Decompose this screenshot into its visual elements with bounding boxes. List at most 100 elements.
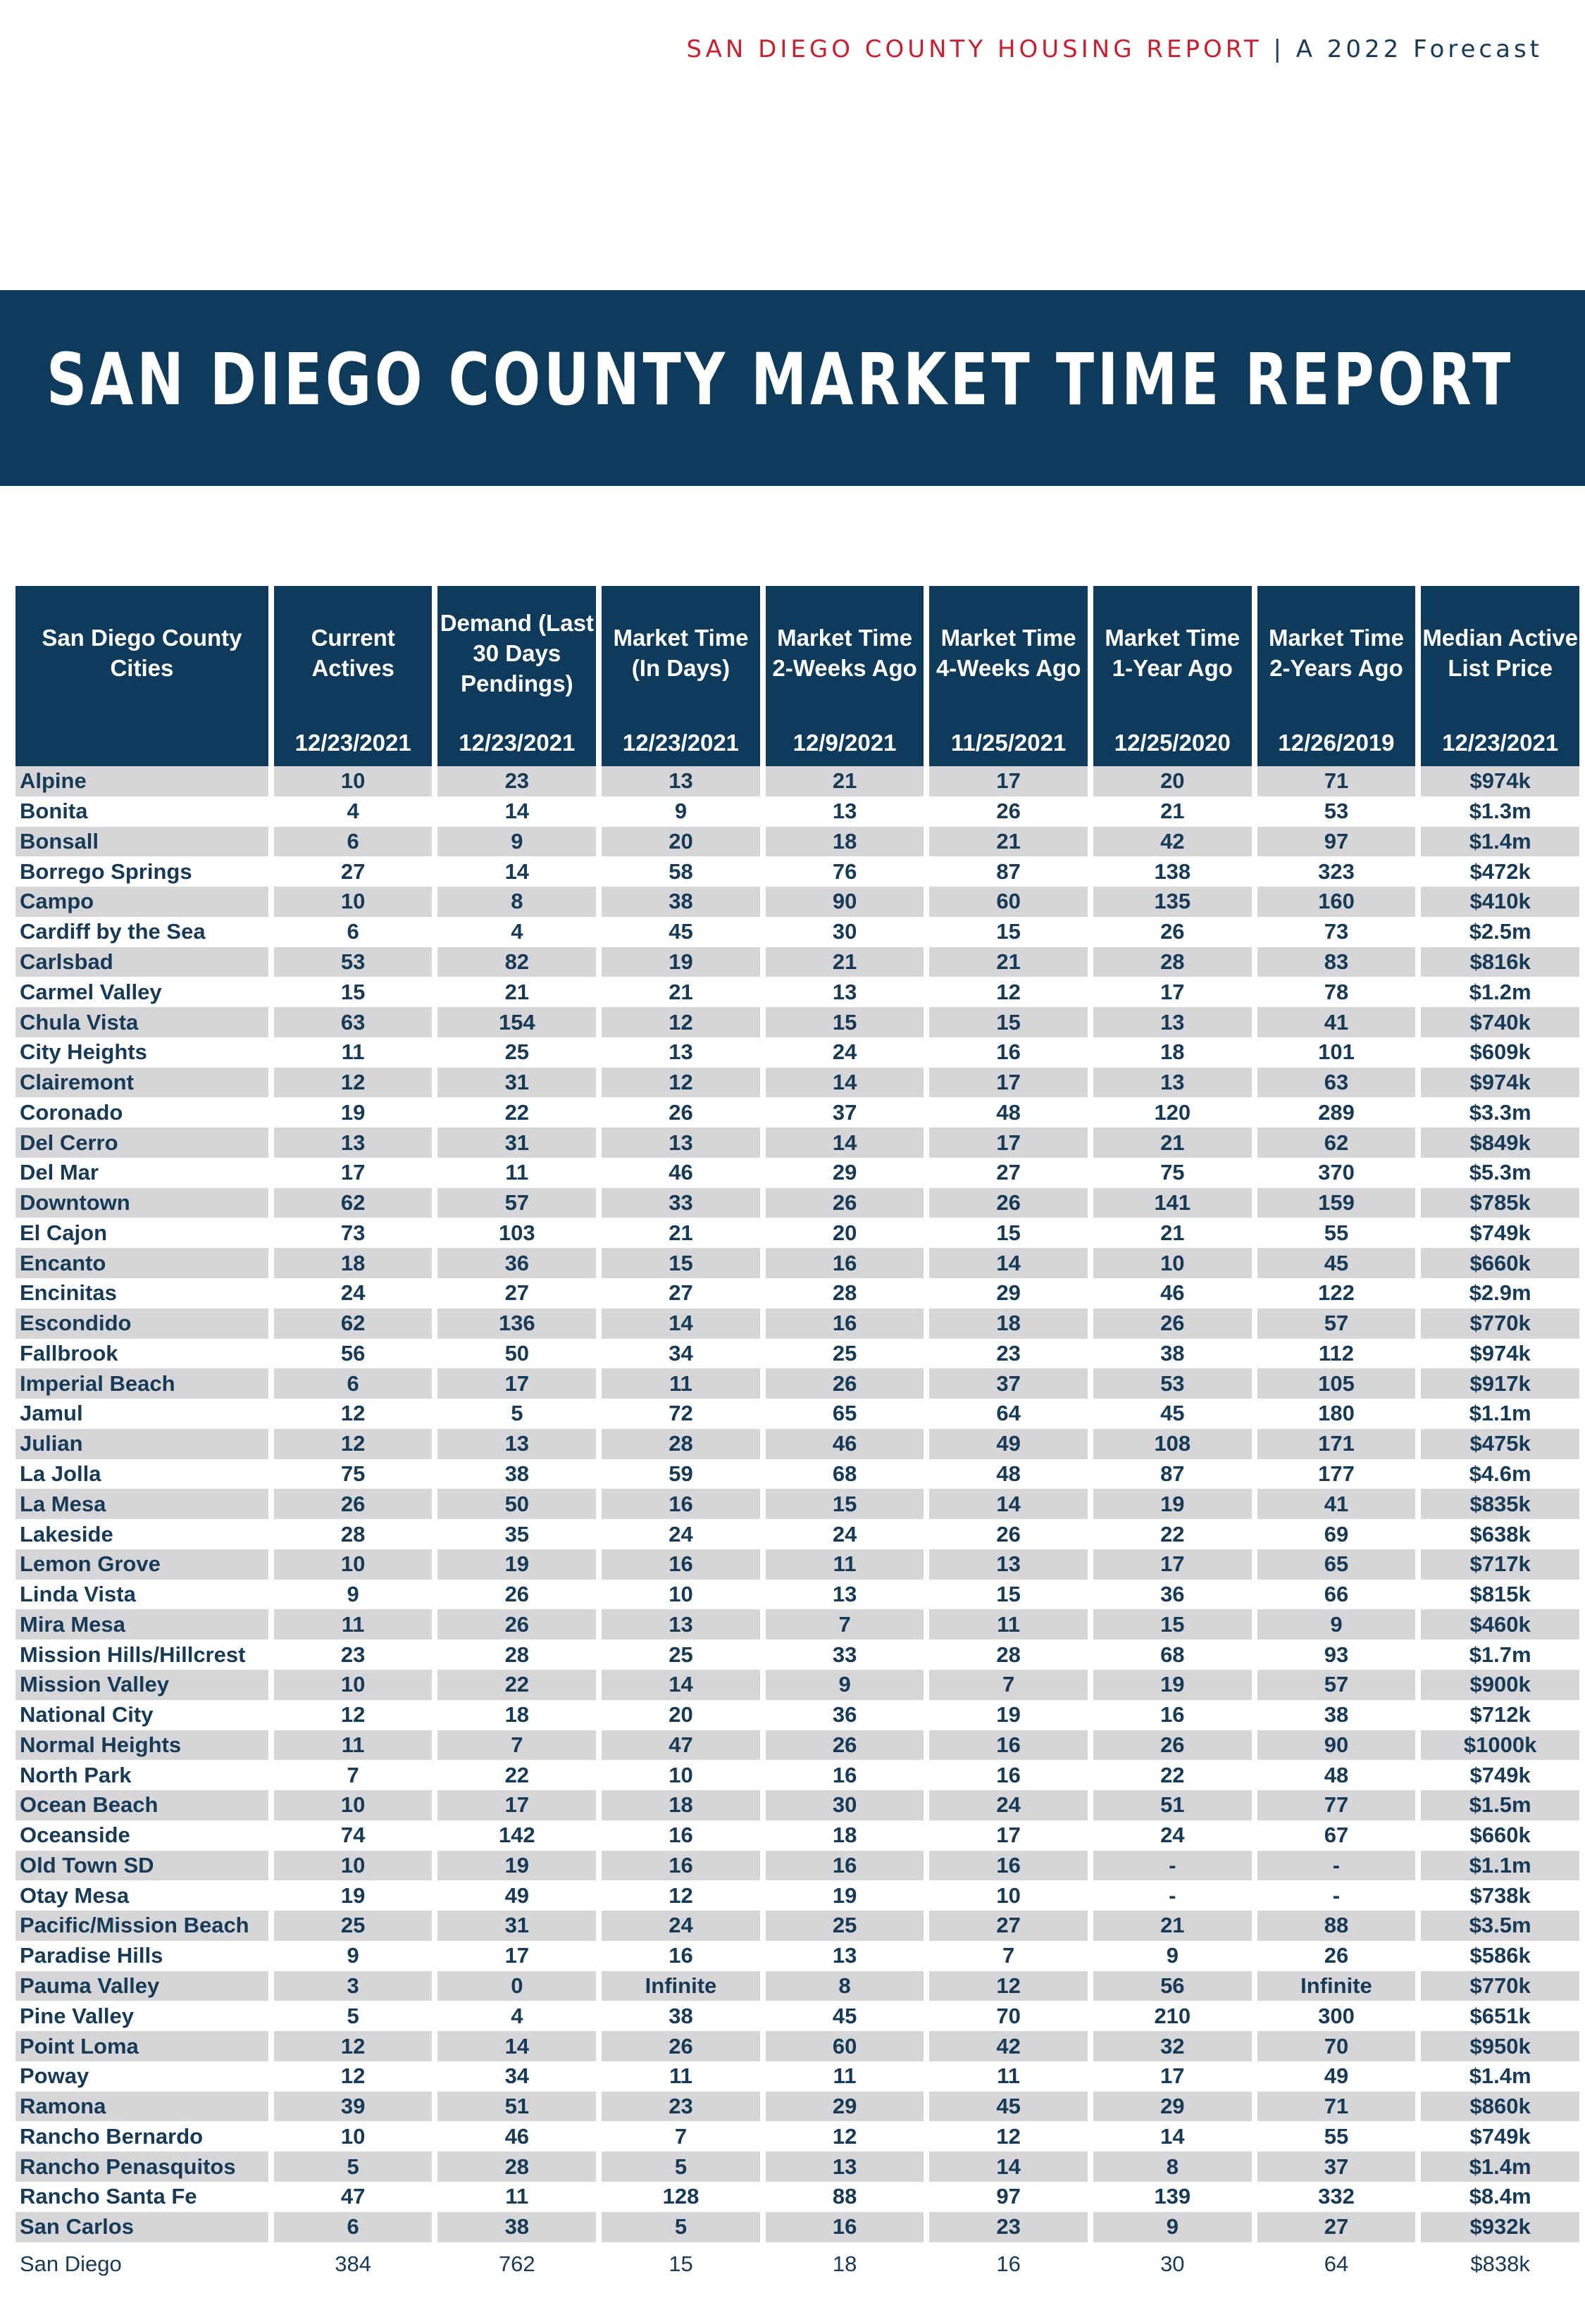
column-label: Market Time 2-Years Ago — [1268, 625, 1404, 681]
table-cell: 6 — [273, 826, 433, 857]
table-cell: 22 — [437, 1669, 597, 1700]
table-cell: $586k — [1469, 1943, 1531, 1968]
city-name-cell: Mission Valley — [15, 1669, 268, 1700]
table-cell: 45 — [929, 2091, 1088, 2122]
table-cell: 15 — [996, 919, 1021, 944]
city-name-cell: Bonita — [20, 799, 88, 824]
city-name-cell: El Cajon — [20, 1220, 108, 1245]
table-cell: - — [1332, 1882, 1341, 1908]
table-cell: $660k — [1469, 1823, 1531, 1848]
table-cell: 53 — [273, 947, 433, 977]
table-cell: 45 — [832, 2003, 857, 2028]
table-row: Ocean Beach 10 17 18 30 24 51 77 $1.5m — [15, 1790, 1579, 1820]
table-cell: 32 — [1093, 2031, 1252, 2061]
table-cell: 19 — [996, 1702, 1021, 1728]
table-cell: $2.5m — [1469, 919, 1531, 944]
table-cell: 27 — [996, 1160, 1021, 1185]
table-cell: 26 — [1160, 919, 1185, 944]
table-cell: 46 — [1160, 1280, 1185, 1306]
table-row: Pacific/Mission Beach 25 31 24 25 27 21 88 $3.5m — [15, 1911, 1579, 1941]
table-cell: 26 — [669, 1099, 693, 1125]
table-cell: 27 — [669, 1280, 693, 1306]
table-cell: 17 — [1160, 979, 1185, 1004]
city-name-cell: National City — [20, 1702, 154, 1728]
table-cell: 8 — [1093, 2151, 1252, 2182]
table-cell: 16 — [602, 1850, 760, 1881]
table-cell: $651k — [1469, 2003, 1531, 2028]
table-cell: 15 — [765, 1489, 924, 1520]
table-cell: $749k — [1469, 1762, 1531, 1787]
table-cell: 332 — [1318, 2184, 1355, 2209]
column-label: Market Time 1-Year Ago — [1105, 625, 1241, 681]
table-cell: 26 — [504, 1582, 530, 1607]
table-cell: $1.5m — [1421, 1790, 1579, 1820]
column-header: Current Actives 12/23/2021 — [273, 586, 433, 766]
table-cell: 14 — [765, 1127, 924, 1158]
table-cell: 21 — [1160, 1220, 1185, 1245]
table-cell: 160 — [1257, 887, 1416, 917]
table-cell: $1.7m — [1469, 1642, 1531, 1667]
city-name-cell: Alpine — [15, 766, 268, 796]
table-cell: 15 — [669, 2251, 693, 2276]
table-cell: 56 — [1093, 1970, 1252, 2001]
city-name-cell: Julian — [15, 1428, 268, 1459]
column-date: 12/23/2021 — [1442, 730, 1559, 756]
table-row: North Park 7 22 10 16 16 22 48 $749k — [15, 1760, 1579, 1790]
report-header: SAN DIEGO COUNTY HOUSING REPORT | A 2022… — [686, 35, 1543, 63]
table-cell: 27 — [504, 1280, 530, 1306]
table-cell: 9 — [347, 1582, 359, 1607]
table-cell: 15 — [996, 1220, 1021, 1245]
table-cell: 7 — [1002, 1943, 1015, 1968]
table-cell: 16 — [669, 1943, 693, 1968]
table-cell: 5 — [602, 2151, 760, 2182]
table-cell: 18 — [765, 826, 924, 857]
city-name-cell: Mira Mesa — [15, 1609, 268, 1640]
table-cell: 12 — [273, 2031, 433, 2061]
table-cell: 26 — [996, 1521, 1021, 1547]
column-date: 12/26/2019 — [1278, 730, 1395, 756]
table-row: Cardiff by the Sea 6 4 45 30 15 26 73 $2.5m — [15, 917, 1579, 947]
table-cell: 16 — [832, 1762, 857, 1787]
column-header: Market Time 4-Weeks Ago 11/25/2021 — [929, 586, 1088, 766]
table-cell: 19 — [340, 1099, 366, 1125]
table-cell: 180 — [1318, 1401, 1355, 1426]
table-cell: 10 — [273, 1549, 433, 1580]
table-cell: 20 — [669, 1702, 693, 1728]
table-cell: 51 — [1093, 1790, 1252, 1820]
column-header: Demand (Last 30 Days Pendings) 12/23/2021 — [437, 586, 597, 766]
table-cell: 101 — [1318, 1039, 1355, 1065]
table-cell: 64 — [1324, 2251, 1349, 2276]
table-cell: 90 — [1257, 1730, 1416, 1761]
table-cell: 13 — [669, 1039, 693, 1065]
city-name-cell: Rancho Santa Fe — [20, 2184, 197, 2209]
table-cell: $1.3m — [1469, 799, 1531, 824]
table-cell: 17 — [929, 1067, 1088, 1098]
table-row: Rancho Penasquitos 5 28 5 13 14 8 37 $1.4m — [15, 2151, 1579, 2182]
table-cell: 16 — [765, 1248, 924, 1279]
city-name-cell: Oceanside — [20, 1823, 130, 1848]
table-cell: 12 — [832, 2123, 857, 2149]
city-name-cell: Pine Valley — [20, 2003, 134, 2028]
table-cell: 24 — [832, 1521, 857, 1547]
table-cell: 136 — [437, 1308, 597, 1339]
table-cell: 12 — [340, 1401, 366, 1426]
table-cell: $860k — [1421, 2091, 1579, 2122]
table-cell: 12 — [669, 1882, 693, 1908]
table-cell: 138 — [1154, 858, 1191, 884]
table-cell: 5 — [511, 1401, 523, 1426]
table-cell: $3.3m — [1469, 1099, 1531, 1125]
table-cell: 68 — [832, 1461, 857, 1486]
header-separator: | — [1262, 35, 1296, 63]
table-cell: 22 — [1160, 1762, 1185, 1787]
table-cell: 8 — [765, 1970, 924, 2001]
table-cell: 38 — [669, 2003, 693, 2028]
table-cell: 38 — [602, 887, 760, 917]
table-cell: 78 — [1324, 979, 1349, 1004]
table-cell: 57 — [437, 1187, 597, 1218]
table-cell: $475k — [1421, 1428, 1579, 1459]
table-cell: 11 — [929, 1609, 1088, 1640]
table-cell: 5 — [273, 2151, 433, 2182]
table-cell: 30 — [1160, 2251, 1185, 2276]
table-cell: 105 — [1257, 1368, 1416, 1399]
table-cell: 46 — [765, 1428, 924, 1459]
